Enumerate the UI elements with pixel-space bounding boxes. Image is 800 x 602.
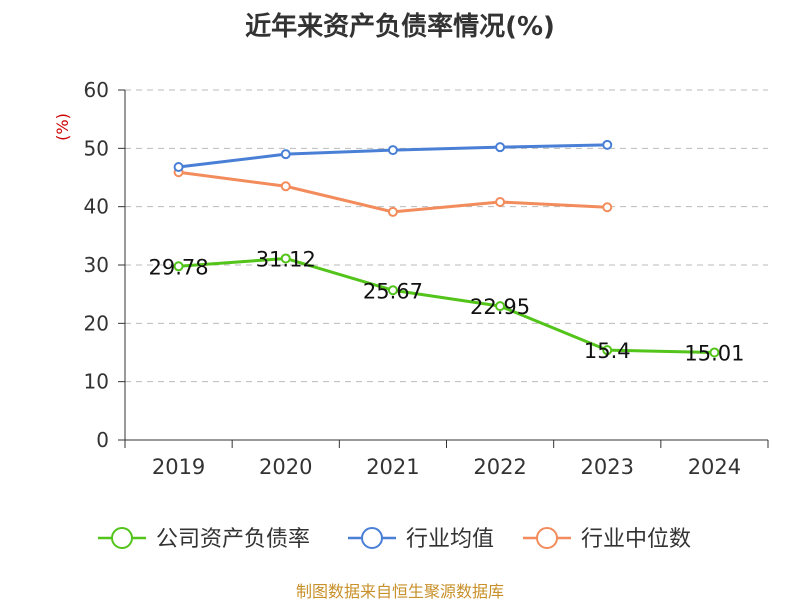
- data-label: 22.95: [470, 295, 530, 319]
- series-line: [177, 256, 716, 354]
- data-point: [173, 261, 184, 272]
- data-label: 31.12: [256, 247, 316, 271]
- data-point: [495, 301, 506, 312]
- data-point: [709, 347, 720, 358]
- data-labels: 29.78 31.12 25.67 22.95 15.4 15.01: [149, 247, 745, 365]
- data-point: [602, 139, 613, 150]
- series-line: [177, 170, 609, 214]
- legend-item: 行业均值: [348, 527, 494, 552]
- legend-label: 行业均值: [406, 527, 494, 552]
- source-note: 制图数据来自恒生聚源数据库: [295, 582, 504, 601]
- data-point: [387, 206, 398, 217]
- legend-item: 公司资产负债率: [98, 527, 310, 552]
- data-label: 29.78: [149, 255, 209, 279]
- data-point: [602, 202, 613, 213]
- data-point: [602, 345, 613, 356]
- x-tick-label: 2020: [259, 455, 312, 479]
- x-tick-label: 2023: [581, 455, 634, 479]
- y-tick-label: 30: [84, 253, 109, 277]
- chart-title: 近年来资产负债率情况(%): [245, 12, 555, 42]
- y-tick-label: 60: [84, 78, 109, 102]
- y-tick-label: 0: [96, 428, 109, 452]
- x-tick-label: 2024: [688, 455, 741, 479]
- data-point: [173, 162, 184, 172]
- series-lines: [173, 139, 720, 358]
- data-point: [280, 149, 291, 160]
- data-point: [280, 181, 291, 192]
- y-tick-label: 40: [84, 195, 109, 219]
- data-label: 15.4: [584, 339, 631, 363]
- data-point: [495, 197, 506, 207]
- data-point: [495, 142, 506, 153]
- data-label: 15.01: [684, 341, 744, 365]
- legend: 公司资产负债率 行业均值 行业中位数: [98, 527, 691, 552]
- x-tick-label: 2022: [473, 455, 526, 479]
- legend-marker: [361, 527, 383, 549]
- data-point: [387, 145, 398, 156]
- legend-marker: [536, 527, 558, 549]
- legend-marker: [111, 527, 133, 549]
- y-axis-label: (%): [53, 113, 72, 141]
- data-label: 25.67: [363, 279, 423, 303]
- legend-label: 行业中位数: [581, 527, 691, 552]
- legend-item: 行业中位数: [523, 527, 691, 552]
- axes: 0 10 20 30 40 50 60 (%) 2019 2020 2021 2022 2023 2024: [53, 78, 769, 479]
- x-tick-label: 2019: [152, 455, 205, 479]
- grid-lines: [125, 89, 768, 383]
- legend-label: 公司资产负债率: [156, 527, 310, 552]
- y-tick-label: 10: [84, 370, 109, 394]
- data-point: [387, 285, 398, 296]
- data-point: [280, 253, 291, 264]
- y-tick-label: 50: [84, 136, 109, 160]
- x-tick-label: 2021: [366, 455, 419, 479]
- y-tick-label: 20: [84, 311, 109, 335]
